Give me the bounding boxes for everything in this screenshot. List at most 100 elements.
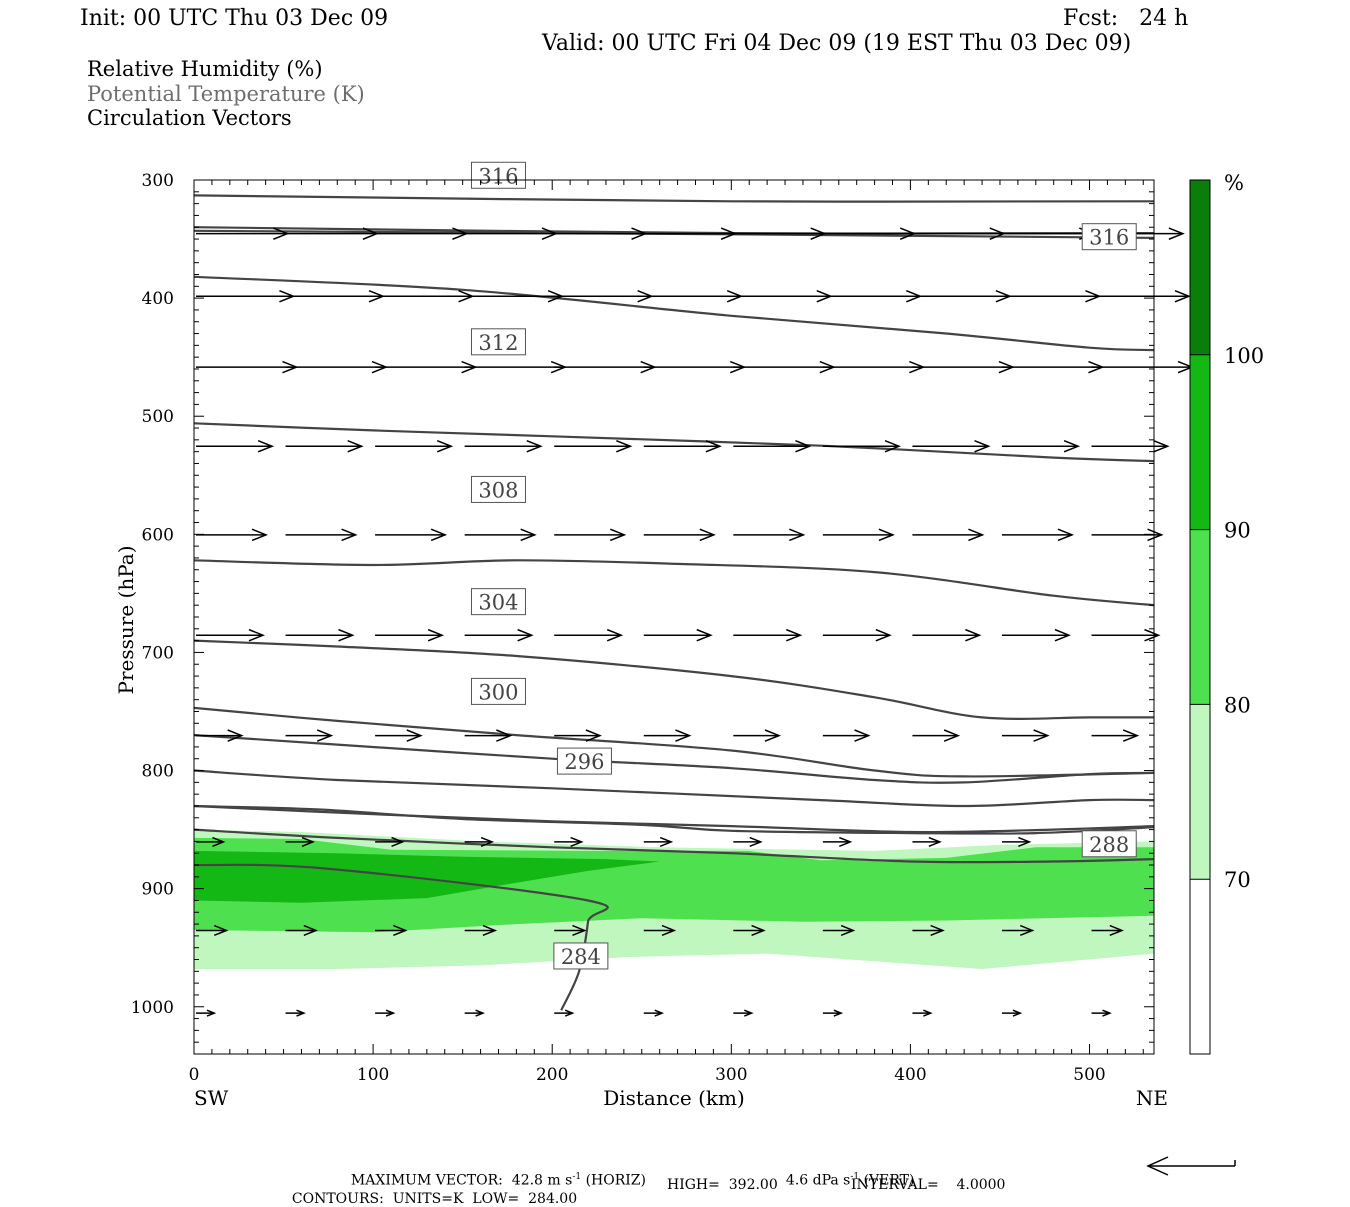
wind-vector (285, 439, 364, 453)
wind-vector (822, 360, 926, 374)
contours-label: CONTOURS: (291, 1191, 384, 1207)
wind-vector (822, 289, 923, 303)
footer-high: HIGH= 392.00 (667, 1177, 778, 1193)
theta-contour-316 (194, 275, 1154, 352)
wind-vector (822, 836, 853, 847)
wind-vector (822, 439, 902, 453)
wind-vector (912, 628, 982, 642)
wind-vector (912, 836, 942, 847)
footer-max-vector-vert: 4.6 dPa s-1 (VERT) (777, 1159, 915, 1189)
wind-vector (375, 360, 478, 374)
wind-vector (912, 439, 991, 453)
colorbar-segment (1190, 180, 1210, 355)
wind-vector (643, 729, 692, 742)
field-relative-humidity: Relative Humidity (%) (87, 57, 323, 81)
wind-vector (375, 439, 454, 453)
theta-contour-292 (194, 804, 1154, 834)
contour-label-text: 308 (478, 478, 518, 502)
wind-vector (1001, 1009, 1023, 1017)
wind-vector (196, 924, 229, 937)
colorbar-segment (1190, 354, 1210, 530)
x-tick-label: 0 (189, 1065, 200, 1085)
colorbar-frame (1189, 179, 1211, 1055)
contour-label-text: 284 (561, 945, 601, 969)
x-axis-label: Distance (km) (603, 1086, 745, 1110)
wind-vector (643, 227, 738, 240)
wind-vector (196, 439, 275, 453)
wind-vector (1091, 439, 1170, 453)
x-tick-label: 500 (1073, 1065, 1105, 1085)
wind-vector (1091, 1009, 1112, 1017)
contour-label-284: 284 (553, 942, 609, 970)
wind-vector (643, 439, 722, 453)
x-tick-label: 100 (357, 1065, 389, 1085)
wind-vector (643, 1009, 665, 1017)
wind-vector (196, 227, 290, 240)
contour-label-text: 316 (1089, 226, 1129, 250)
footer-max-vector: MAXIMUM VECTOR: 42.8 m s-1 (HORIZ) (342, 1159, 646, 1188)
contour-label-text: 312 (478, 331, 518, 355)
theta-contour-292b (194, 804, 1154, 835)
contour-label-text: 300 (478, 680, 518, 704)
x-tick-label: 300 (715, 1065, 747, 1085)
wind-vector (554, 360, 657, 374)
x-tick-label: 400 (894, 1065, 926, 1085)
x-end-label-ne: NE (1136, 1086, 1168, 1110)
contour-label-304: 304 (470, 588, 526, 616)
wind-vector (733, 439, 812, 453)
wind-vector (1001, 289, 1102, 303)
wind-vector (912, 528, 985, 542)
wind-vector (912, 729, 961, 742)
wind-vector (733, 729, 782, 742)
y-tick-label: 500 (142, 407, 174, 427)
wind-vector (196, 836, 226, 847)
wind-vector (196, 289, 296, 303)
colorbar-segment (1190, 879, 1210, 1054)
wind-vector (554, 227, 648, 240)
max-vector-horiz: 42.8 m s (511, 1172, 573, 1189)
wind-vector (1091, 289, 1191, 303)
wind-vector (643, 289, 744, 303)
wind-vector (554, 439, 633, 453)
wind-vector (285, 924, 319, 937)
rh-band-90 (194, 850, 660, 903)
wind-vector (464, 439, 543, 453)
contour-label-300: 300 (470, 677, 526, 705)
wind-vector (733, 360, 836, 374)
wind-vector (464, 729, 513, 742)
wind-vector (196, 528, 269, 542)
y-tick-label: 600 (142, 525, 174, 545)
wind-vector (1001, 628, 1071, 642)
contour-label-308: 308 (470, 475, 526, 503)
wind-vector (464, 360, 568, 374)
wind-vector (196, 1009, 217, 1017)
vert-unit: (VERT) (863, 1172, 915, 1189)
wind-vector (554, 729, 602, 742)
wind-vector (643, 628, 713, 642)
colorbar-level-label: 90 (1224, 519, 1251, 543)
colorbar-level-label: 70 (1224, 868, 1251, 892)
wind-vector (464, 836, 495, 847)
wind-vector (375, 729, 423, 742)
wind-vector (1091, 729, 1140, 742)
colorbar-segment (1190, 529, 1210, 705)
valid-time: Valid: 00 UTC Fri 04 Dec 09 (19 EST Thu … (542, 31, 1132, 56)
wind-vector (912, 1009, 933, 1017)
reference-vector-arrow (1146, 1156, 1236, 1176)
contour-label-text: 296 (564, 750, 604, 774)
wind-vector (464, 1009, 485, 1017)
wind-vector (375, 1009, 396, 1017)
wind-vector (285, 1009, 306, 1017)
field-potential-temperature: Potential Temperature (K) (87, 82, 365, 106)
theta-contour-upper3 (194, 194, 1154, 203)
wind-vector (822, 628, 892, 642)
theta-contour-296b (194, 734, 1154, 784)
wind-vector (375, 836, 405, 847)
wind-vector (464, 289, 565, 303)
theta-contour-304 (194, 639, 1154, 720)
wind-vector (285, 729, 334, 742)
colorbar-segment (1190, 704, 1210, 880)
wind-vector (822, 227, 917, 240)
contour-label-288: 288 (1081, 830, 1137, 858)
